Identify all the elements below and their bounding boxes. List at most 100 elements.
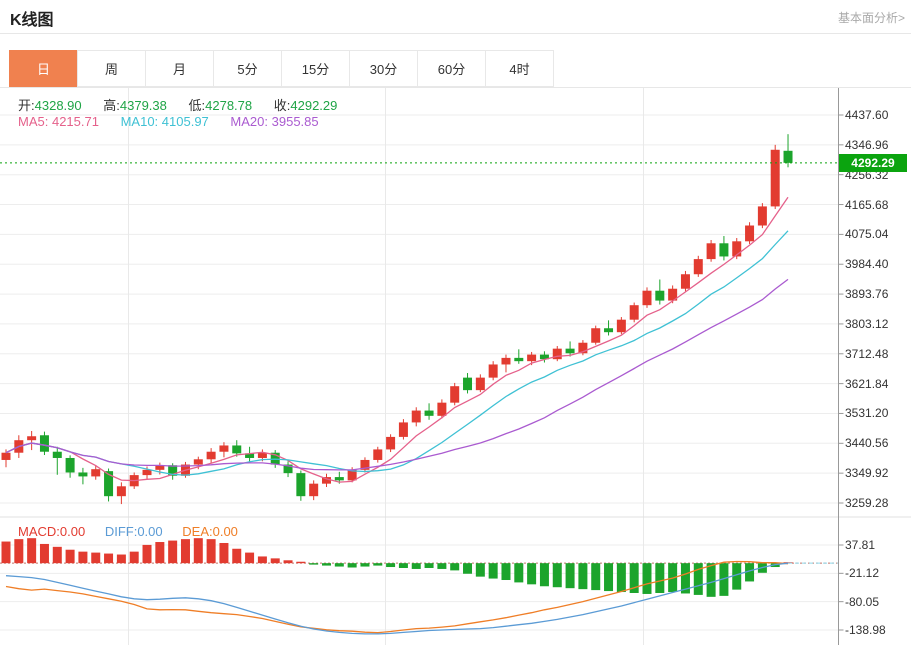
candle-body [578,342,588,354]
y-axis-label: 4346.96 [845,137,889,152]
macd-bar-positive [91,552,101,564]
macd-bar-negative [732,563,742,590]
candle-body [706,243,716,260]
ma5-line [5,196,789,483]
diff-value-readout: DIFF:0.00 [104,524,163,539]
candle-body [501,357,511,365]
page-title: K线图 [10,12,54,29]
macd-bar-positive [245,552,255,564]
y-axis-label: -138.98 [845,623,886,637]
fundamental-analysis-link[interactable]: 基本面分析> [837,11,905,25]
candle-body [373,449,383,460]
macd-bar-positive [257,556,267,564]
macd-bar-negative [539,563,549,587]
tab-30min[interactable]: 30分 [349,50,418,87]
macd-bar-negative [398,563,408,568]
ma5-readout: MA5: 4215.71 [18,114,99,129]
candle-body [475,377,485,391]
candle-body [642,290,652,306]
candle-body [142,469,152,476]
macd-bar-positive [1,541,11,564]
candle-body [732,241,742,257]
period-tab-bar: 日周月 5分 15分 30分 60分 4时 [9,50,554,87]
macd-bar-positive [65,549,75,564]
candle-body [655,290,665,301]
candle-body [386,436,396,450]
macd-bar-positive [104,553,114,564]
current-price-tag: 4292.29 [839,154,907,172]
macd-bar-negative [334,563,344,567]
dea-line [5,560,789,634]
header-divider [0,33,911,34]
y-axis-label: 3893.76 [845,287,889,302]
macd-bar-negative [745,563,755,582]
macd-bar-positive [155,542,165,564]
candle-body [193,459,203,465]
macd-bar-negative [642,563,652,594]
candle-body [296,473,306,497]
macd-bar-negative [501,563,511,581]
candle-body [206,451,216,460]
macd-bar-positive [283,560,293,564]
candle-body [1,452,11,460]
low-label: 低: [188,98,206,113]
candle-body [78,472,88,477]
macd-bar-negative [514,563,524,583]
dea-value-readout: DEA:0.00 [182,524,238,539]
tab-week[interactable]: 周 [77,50,146,87]
candle-body [309,483,319,497]
macd-bar-negative [655,563,665,593]
tab-4hour[interactable]: 4时 [485,50,554,87]
low-value: 4278.78 [205,98,253,113]
candle-body [565,348,575,354]
macd-bar-negative [578,563,588,590]
macd-bar-positive [142,544,152,564]
y-axis-label: 3712.48 [845,346,889,361]
y-axis-label: 3803.12 [845,316,889,331]
ma20-line [5,278,789,471]
macd-bar-positive [27,538,37,564]
tab-day[interactable]: 日 [9,50,78,87]
candle-body [219,445,229,452]
candle-body [155,465,165,470]
ohlc-readout: 开:4328.90 高:4379.38 低:4278.78 收:4292.29 [18,95,355,114]
candle-body [104,471,114,497]
macd-bar-negative [475,563,485,577]
tab-5min[interactable]: 5分 [213,50,282,87]
close-label: 收: [273,98,291,113]
macd-bar-positive [232,548,242,564]
tab-60min[interactable]: 60分 [417,50,486,87]
candle-body [91,469,101,477]
macd-bar-negative [719,563,729,596]
macd-bar-negative [693,563,703,595]
tab-15min[interactable]: 15分 [281,50,350,87]
candle-body [245,453,255,458]
macd-bar-negative [604,563,614,592]
candle-body [539,354,549,360]
diff-line [5,562,789,635]
y-axis: 4437.60 4346.96 4256.32 4165.68 4075.04 3984.… [838,0,911,645]
macd-bar-negative [680,563,690,594]
macd-bar-positive [296,561,306,564]
y-axis-label: 3349.92 [845,466,889,481]
macd-bar-negative [437,563,447,569]
candle-body [719,243,729,257]
candle-body [411,410,421,423]
macd-value-readout: MACD:0.00 [18,524,86,539]
y-axis-label: -21.12 [845,566,880,581]
candle-body [463,377,473,391]
macd-bar-negative [565,563,575,589]
macd-bar-negative [373,563,383,566]
high-label: 高: [103,98,120,113]
candle-body [591,328,601,343]
macd-bar-positive [219,542,229,564]
candle-body [604,328,614,333]
tabbar-divider [0,87,911,88]
candle-body [488,364,498,378]
tab-month[interactable]: 月 [145,50,214,87]
macd-bar-negative [552,563,562,588]
macd-bar-negative [450,563,460,571]
open-value: 4328.90 [34,98,82,113]
